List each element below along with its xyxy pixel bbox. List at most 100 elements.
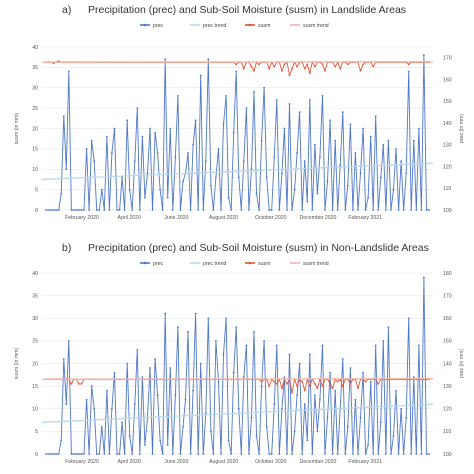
data-point [395, 148, 397, 150]
data-point [240, 209, 243, 211]
data-point [260, 380, 263, 383]
x-tick-label: December 2020 [300, 459, 337, 465]
data-point [260, 139, 263, 142]
data-point [250, 416, 253, 419]
data-point [283, 376, 286, 378]
data-point [364, 380, 367, 383]
data-point [374, 344, 377, 347]
data-point [273, 65, 276, 68]
data-point [164, 58, 167, 61]
data-point [293, 430, 296, 433]
data-point [55, 453, 57, 455]
y-right-axis-label: prec (in mm) [459, 114, 465, 143]
data-point [385, 453, 387, 455]
data-point [296, 65, 298, 68]
data-point [93, 160, 96, 163]
data-point [108, 209, 111, 211]
data-point [192, 143, 195, 146]
data-point [336, 453, 339, 455]
x-tick-label: August 2020 [209, 215, 238, 221]
data-point [364, 209, 367, 211]
data-point [232, 371, 235, 374]
data-point [255, 192, 258, 195]
data-point [281, 70, 283, 72]
data-point [47, 209, 50, 211]
data-point [174, 394, 177, 397]
data-point [283, 63, 286, 66]
data-point [70, 383, 73, 385]
data-point [321, 385, 324, 387]
data-point [62, 115, 65, 118]
data-point [83, 209, 85, 211]
data-point [390, 453, 392, 455]
data-point [372, 65, 375, 68]
y-left-tick-label: 10 [32, 167, 38, 173]
data-point [75, 209, 78, 211]
data-point [222, 353, 225, 356]
trend-line [41, 403, 434, 423]
data-point [149, 127, 151, 130]
data-point [47, 453, 50, 455]
data-point [359, 70, 362, 72]
data-point [385, 209, 387, 211]
y-right-tick-label: 100 [443, 452, 452, 458]
data-point [85, 148, 88, 150]
data-point [308, 385, 311, 387]
data-point [331, 209, 334, 211]
data-point [141, 376, 144, 378]
data-point [275, 344, 278, 347]
data-point [154, 131, 157, 134]
data-point [164, 312, 167, 315]
data-point [379, 421, 382, 424]
data-point [141, 135, 144, 138]
data-point [78, 453, 80, 455]
legend-label: prec [153, 23, 163, 29]
data-point [357, 387, 359, 390]
data-point [106, 135, 108, 138]
y-right-tick-label: 160 [443, 316, 452, 322]
data-point [207, 58, 210, 61]
data-point [248, 209, 250, 211]
data-point [235, 63, 238, 66]
data-point [349, 383, 352, 385]
data-point [210, 184, 212, 187]
data-point [334, 65, 337, 68]
data-point [344, 453, 347, 455]
data-point [253, 70, 255, 72]
data-point [308, 99, 311, 101]
data-point [346, 184, 349, 187]
data-point [415, 209, 418, 211]
data-point [329, 383, 331, 385]
data-point [412, 376, 415, 378]
data-point [67, 70, 70, 73]
data-point [144, 196, 146, 199]
data-point [311, 453, 314, 455]
data-point [121, 421, 123, 424]
data-point [306, 63, 309, 66]
data-point [250, 168, 253, 171]
data-point [204, 412, 207, 415]
data-point [182, 180, 184, 183]
data-point [321, 95, 324, 97]
data-point [123, 209, 126, 211]
data-point [73, 453, 75, 455]
data-point [291, 209, 293, 211]
data-point [341, 358, 344, 360]
data-point [222, 123, 225, 126]
data-point [316, 430, 319, 433]
data-point [227, 439, 230, 442]
data-point [154, 358, 157, 360]
data-point [372, 209, 375, 211]
data-point [362, 63, 364, 66]
data-point [326, 180, 329, 183]
data-point [321, 344, 324, 347]
y-left-tick-label: 20 [32, 361, 38, 367]
data-point [242, 160, 245, 163]
data-point [311, 209, 314, 211]
data-point [171, 453, 174, 455]
x-tick-label: December 2020 [300, 215, 337, 221]
data-point [258, 63, 260, 66]
data-point [359, 172, 362, 175]
data-point [248, 453, 250, 455]
y-right-tick-label: 160 [443, 77, 452, 83]
